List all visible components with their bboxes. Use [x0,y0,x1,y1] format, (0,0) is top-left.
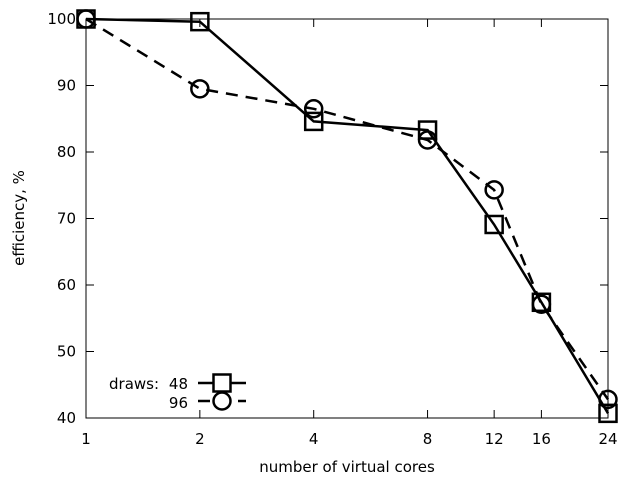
data-point-circle [303,99,324,119]
legend-label-96: 96 [169,394,188,412]
y-tick-label: 80 [57,143,76,161]
data-point-circle [598,389,618,410]
data-point-circle [190,79,210,99]
legend-marker-circle [212,391,232,411]
legend-title: draws: [109,375,159,393]
series-lines [85,17,610,414]
data-point-circle [417,130,438,150]
x-tick-label: 4 [309,430,319,448]
data-point-circle [484,180,504,200]
x-tick-label: 16 [532,430,551,448]
series-line-48 [85,17,610,414]
legend-marker-square [212,373,232,393]
x-tick-label: 8 [423,430,433,448]
x-axis-label: number of virtual cores [259,458,435,476]
x-tick-label: 1 [81,430,91,448]
data-point-circle [76,9,96,29]
x-tick-label: 12 [485,430,504,448]
legend: draws: 48 96 [109,373,246,412]
data-point-square [598,403,618,424]
plot-frame [85,18,609,419]
y-tick-label: 100 [47,10,76,28]
y-tick-labels: 40 50 60 70 80 90 100 [47,10,76,427]
x-tick-label: 2 [195,430,205,448]
data-point-square [484,214,504,235]
x-tick-label: 24 [598,430,617,448]
x-tick-labels: 1 2 4 8 12 16 24 [81,430,617,448]
y-tick-label: 70 [57,210,76,228]
y-tick-label: 50 [57,343,76,361]
y-tick-label: 60 [57,276,76,294]
y-tick-label: 40 [57,409,76,427]
data-point-square [417,120,438,140]
legend-label-48: 48 [169,375,188,393]
data-point-square [303,111,324,132]
series-markers [76,9,618,424]
y-tick-label: 90 [57,77,76,95]
data-point-circle [531,294,552,315]
data-point-square [190,11,210,32]
y-axis-label: efficiency, % [10,170,28,266]
axis-ticks [85,18,609,419]
series-line-96 [85,17,610,401]
